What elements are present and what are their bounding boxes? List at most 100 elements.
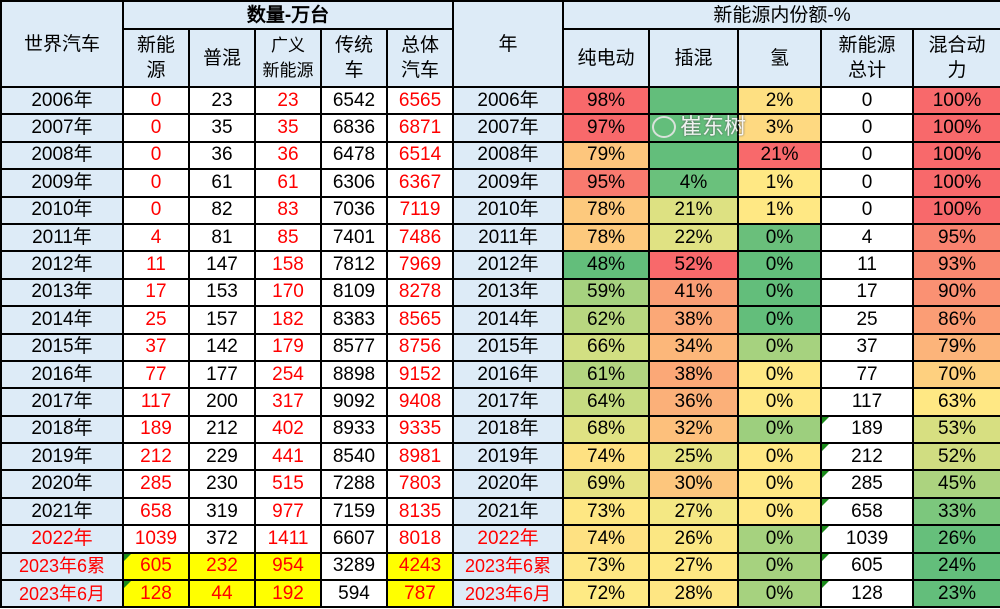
header-world-autos: 世界汽车	[0, 0, 124, 88]
table-row: 2022年 1039 372 1411 6607 8018 2022年 74% 26% 0% 103…	[0, 524, 1000, 554]
broad-nev-cell: 158	[254, 250, 322, 280]
nev-cell: 212	[122, 442, 190, 472]
comment-indicator-icon	[823, 527, 830, 534]
year-cell: 2012年	[0, 250, 124, 280]
year-cell-right: 2019年	[452, 442, 565, 472]
conventional-cell: 594	[320, 579, 388, 609]
comment-indicator-icon	[823, 472, 830, 479]
nev-total-cell: 77	[820, 359, 915, 390]
comment-indicator-icon	[823, 445, 830, 452]
nev-cell: 1039	[122, 524, 190, 554]
hybrid-share-cell: 23%	[912, 579, 1000, 609]
year-cell-right: 2020年	[452, 469, 565, 499]
table-row: 2016年 77 177 254 8898 9152 2016年 61% 38% 0% 77 70%	[0, 359, 1000, 390]
total-cell: 9152	[385, 359, 455, 390]
header-phev: 插混	[648, 28, 740, 88]
bev-share-cell: 97%	[562, 113, 651, 143]
year-cell: 2008年	[0, 140, 124, 171]
phev-share-cell: 34%	[648, 332, 740, 362]
conventional-cell: 8540	[320, 442, 388, 472]
nev-cell: 11	[122, 250, 190, 280]
table-row: 2018年 189 212 402 8933 9335 2018年 68% 32% 0% 189 53…	[0, 414, 1000, 445]
hev-cell: 44	[188, 579, 256, 609]
hev-cell: 81	[188, 222, 256, 253]
bev-share-cell: 69%	[562, 469, 651, 499]
table-row: 2014年 25 157 182 8383 8565 2014年 62% 38% 0% 25 86%	[0, 305, 1000, 335]
comment-indicator-icon	[125, 582, 131, 589]
comment-indicator-icon	[125, 554, 131, 561]
header-hev: 普混	[188, 28, 256, 88]
hev-cell: 232	[188, 551, 256, 582]
broad-nev-cell: 179	[254, 332, 322, 362]
broad-nev-cell: 441	[254, 442, 322, 472]
hev-cell: 177	[188, 359, 256, 390]
header-year: 年	[452, 0, 565, 88]
nev-cell: 117	[122, 387, 190, 417]
comment-indicator-icon	[823, 499, 830, 506]
nev-total-cell: 17	[820, 277, 915, 308]
table-row: 2013年 17 153 170 8109 8278 2013年 59% 41% 0% 17 90%	[0, 277, 1000, 308]
nev-cell: 77	[122, 359, 190, 390]
nev-cell: 0	[122, 168, 190, 198]
year-cell-right: 2016年	[452, 359, 565, 390]
phev-share-cell: 21%	[648, 195, 740, 225]
hydrogen-share-cell: 0%	[737, 524, 823, 554]
hybrid-share-cell: 93%	[912, 250, 1000, 280]
nev-total-cell: 117	[820, 387, 915, 417]
header-broad-nev: 广义 新能源	[254, 28, 322, 88]
conventional-cell: 6607	[320, 524, 388, 554]
broad-nev-cell: 35	[254, 113, 322, 143]
bev-share-cell: 74%	[562, 524, 651, 554]
broad-nev-cell: 83	[254, 195, 322, 225]
total-cell: 8135	[385, 496, 455, 527]
nev-total-cell: 37	[820, 332, 915, 362]
phev-share-cell: 26%	[648, 524, 740, 554]
phev-share-cell: 38%	[648, 305, 740, 335]
hydrogen-share-cell: 0%	[737, 414, 823, 445]
nev-cell: 0	[122, 140, 190, 171]
nev-total-cell: 0	[820, 85, 915, 116]
year-cell-right: 2011年	[452, 222, 565, 253]
table-row: 2023年6月 128 44 192 594 787 2023年6月 72% 28% 0% 128 2…	[0, 579, 1000, 609]
phev-share-cell: 36%	[648, 387, 740, 417]
total-cell: 7969	[385, 250, 455, 280]
broad-nev-cell: 85	[254, 222, 322, 253]
hev-cell: 36	[188, 140, 256, 171]
total-cell: 8278	[385, 277, 455, 308]
conventional-cell: 7159	[320, 496, 388, 527]
nev-cell: 605	[122, 551, 190, 582]
broad-nev-cell: 954	[254, 551, 322, 582]
hybrid-share-cell: 90%	[912, 277, 1000, 308]
year-cell-right: 2015年	[452, 332, 565, 362]
comment-indicator-icon	[823, 554, 830, 561]
comment-indicator-icon	[823, 417, 830, 424]
year-cell: 2016年	[0, 359, 124, 390]
conventional-cell: 7401	[320, 222, 388, 253]
table-row: 2019年 212 229 441 8540 8981 2019年 74% 25% 0% 212 52…	[0, 442, 1000, 472]
nev-total-cell: 285	[820, 469, 915, 499]
table-row: 2023年6累 605 232 954 3289 4243 2023年6累 73% 27% 0% 6…	[0, 551, 1000, 582]
hybrid-share-cell: 79%	[912, 332, 1000, 362]
hydrogen-share-cell: 2%	[737, 85, 823, 116]
header-nev-total: 新能源 总计	[820, 28, 915, 88]
nev-total-cell: 4	[820, 222, 915, 253]
header-share-group: 新能源内份额-%	[562, 0, 1000, 30]
year-cell: 2013年	[0, 277, 124, 308]
hybrid-share-cell: 100%	[912, 85, 1000, 116]
broad-nev-cell: 36	[254, 140, 322, 171]
nev-total-cell: 25	[820, 305, 915, 335]
hev-cell: 142	[188, 332, 256, 362]
table-body: 2006年 0 23 23 6542 6565 2006年 98% 2% 0 100% 2007年 0 3…	[0, 85, 1000, 609]
hybrid-share-cell: 100%	[912, 168, 1000, 198]
conventional-cell: 8577	[320, 332, 388, 362]
hev-cell: 229	[188, 442, 256, 472]
nev-cell: 37	[122, 332, 190, 362]
hydrogen-share-cell: 1%	[737, 168, 823, 198]
hybrid-share-cell: 33%	[912, 496, 1000, 527]
nev-cell: 0	[122, 195, 190, 225]
phev-share-cell: 27%	[648, 551, 740, 582]
nev-total-cell: 0	[820, 195, 915, 225]
nev-cell: 285	[122, 469, 190, 499]
bev-share-cell: 79%	[562, 140, 651, 171]
